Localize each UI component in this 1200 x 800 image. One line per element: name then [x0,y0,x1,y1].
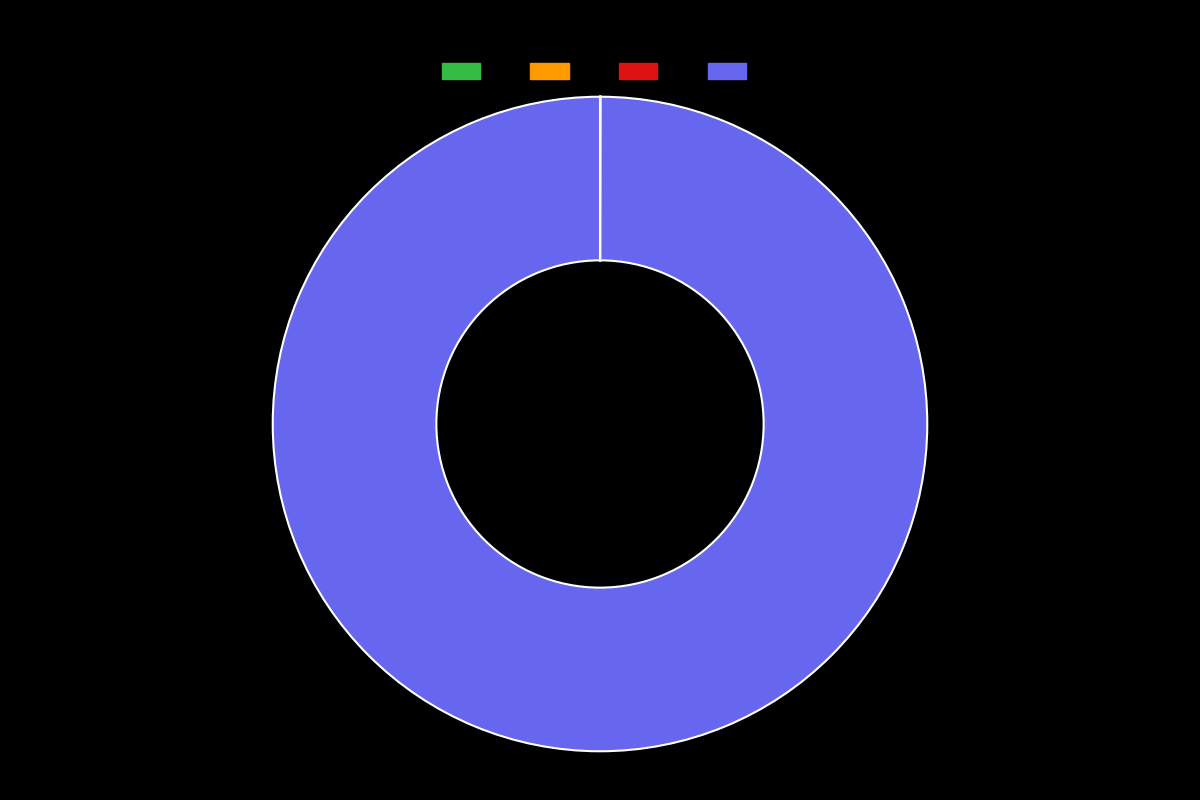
Legend: , , , : , , , [436,58,764,86]
Wedge shape [272,97,928,751]
